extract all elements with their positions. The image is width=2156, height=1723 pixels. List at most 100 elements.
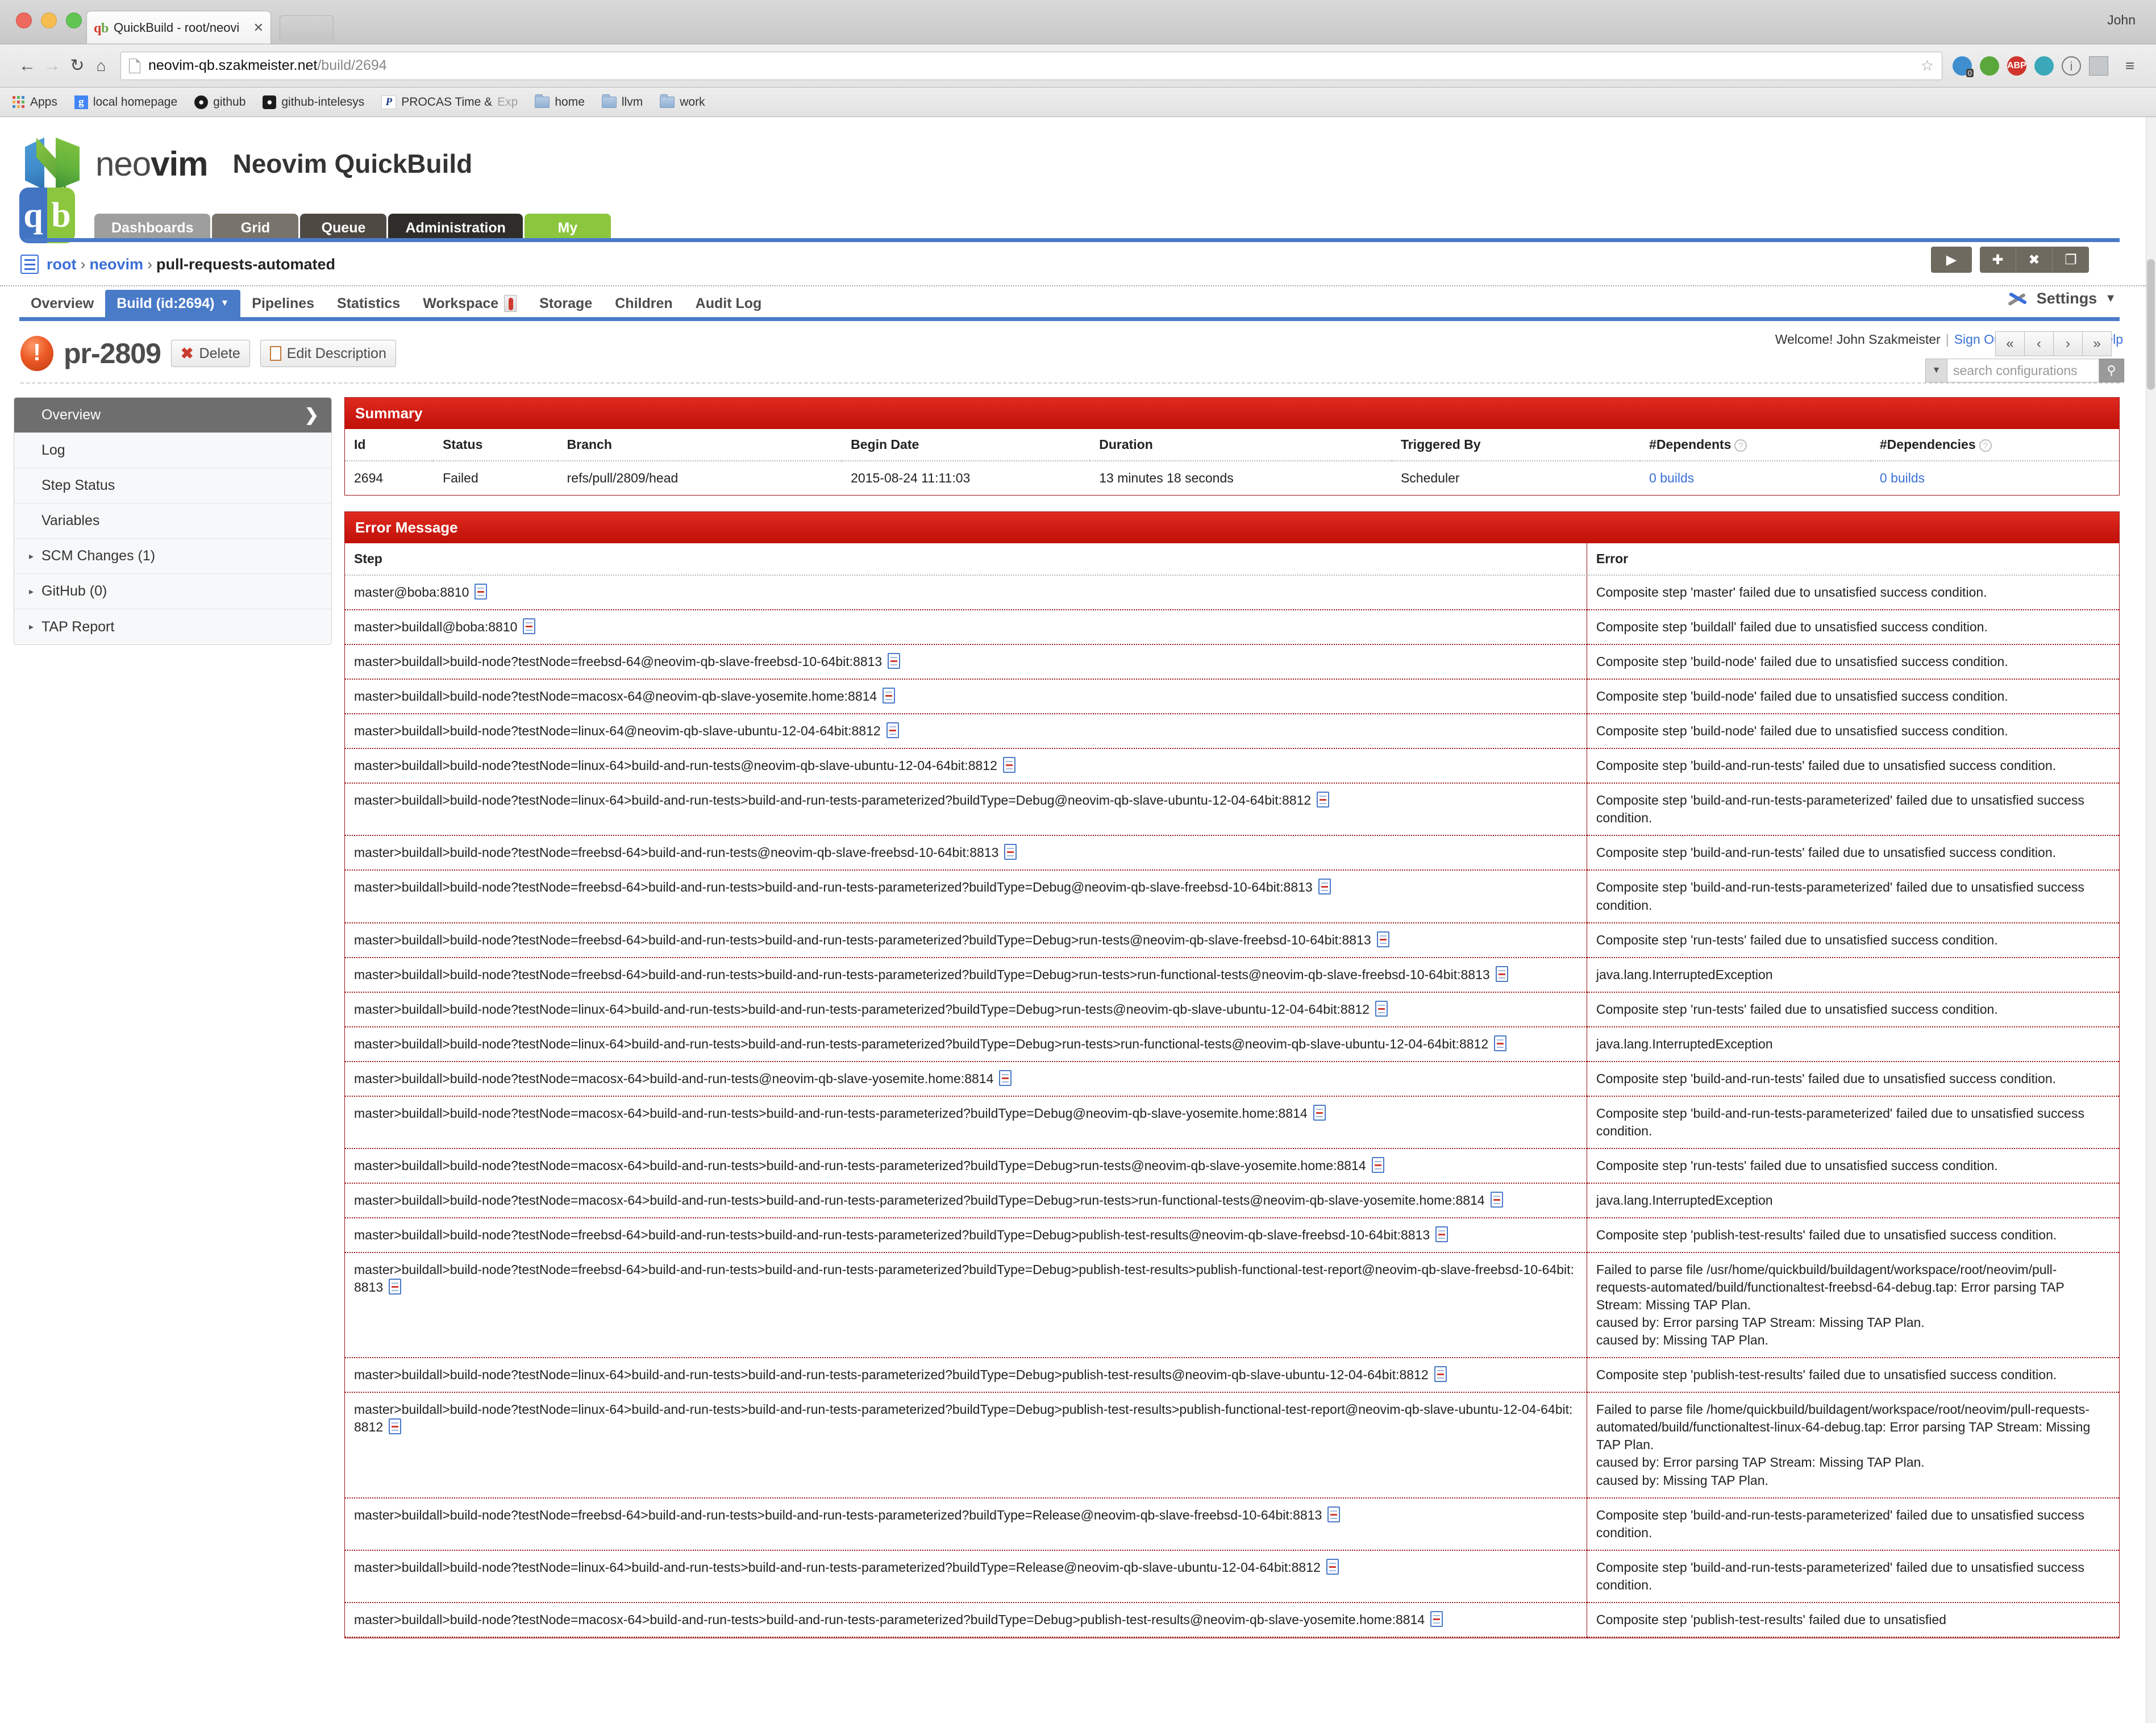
sidebar-item-github[interactable]: ▸ GitHub (0) [14,574,331,609]
step-log-icon[interactable] [1313,1104,1326,1121]
dependents-link[interactable]: 0 builds [1649,471,1695,485]
step-log-icon[interactable] [886,722,899,739]
step-log-icon[interactable] [1327,1506,1341,1522]
subtab-storage[interactable]: Storage [539,295,593,311]
bookmark-home[interactable]: home [535,94,585,109]
dependencies-link[interactable]: 0 builds [1879,471,1925,485]
step-log-icon[interactable] [1494,1035,1507,1051]
step-log-icon[interactable] [1495,965,1508,982]
info-icon[interactable]: i [2062,56,2081,76]
step-log-icon[interactable] [1371,1156,1384,1173]
extension-blue-icon[interactable]: 0 [1953,56,1974,77]
step-log-icon[interactable] [999,1069,1012,1086]
edit-description-button[interactable]: Edit Description [260,340,396,367]
tab-dashboards[interactable]: Dashboards [94,214,211,242]
step-log-icon[interactable] [1490,1191,1503,1208]
subtab-statistics[interactable]: Statistics [337,295,401,311]
sidebar-item-tap-report[interactable]: ▸ TAP Report [14,609,331,644]
help-icon[interactable]: ? [1979,439,1992,452]
bookmark-local-homepage[interactable]: g local homepage [74,95,177,109]
window-user-label[interactable]: John [2107,13,2136,27]
extension-green-icon[interactable] [1980,56,1999,76]
first-build-button[interactable]: « [1995,331,2025,356]
add-button[interactable]: ✚ [1980,247,2016,273]
subtab-children[interactable]: Children [615,295,673,311]
help-icon[interactable]: ? [1734,439,1747,452]
step-log-icon[interactable] [1002,757,1015,773]
settings-label: Settings [2036,289,2097,307]
extension-teal-icon[interactable] [2034,56,2054,76]
bookmark-github-intelesys[interactable]: ● github-intelesys [263,95,364,109]
subtab-build[interactable]: Build (id:2694) ▼ [105,290,241,317]
sidebar-item-log[interactable]: Log [14,433,331,468]
sidebar-item-step-status[interactable]: Step Status [14,468,331,503]
subtab-audit-log[interactable]: Audit Log [695,295,762,311]
settings-menu[interactable]: Settings ▼ [2006,289,2116,308]
step-log-icon[interactable] [1435,1226,1449,1242]
step-log-icon[interactable] [1317,792,1330,808]
step-log-icon[interactable] [1326,1558,1339,1575]
tab-administration[interactable]: Administration [388,214,523,242]
last-build-button[interactable]: » [2082,331,2112,356]
step-log-icon[interactable] [1430,1610,1443,1627]
step-log-icon[interactable] [1318,879,1331,895]
previous-build-button[interactable]: ‹ [2024,331,2054,356]
scrollbar-thumb[interactable] [2147,259,2155,390]
step-log-icon[interactable] [389,1418,402,1435]
breadcrumb-neovim[interactable]: neovim [89,255,144,273]
bookmark-llvm[interactable]: llvm [601,94,643,109]
chevron-down-icon[interactable]: ▼ [1925,359,1947,382]
subtab-overview[interactable]: Overview [31,295,94,311]
tab-queue[interactable]: Queue [300,214,387,242]
sidebar-item-overview[interactable]: Overview ❯ [14,398,331,433]
sidebar-item-scm-changes[interactable]: ▸ SCM Changes (1) [14,539,331,574]
step-log-icon[interactable] [1004,844,1017,860]
bookmark-star-icon[interactable]: ☆ [1920,57,1934,74]
close-window-button[interactable] [16,13,32,28]
step-path: master>buildall>build-node?testNode=free… [354,1507,1322,1522]
tab-my[interactable]: My [524,214,611,242]
subtab-workspace[interactable]: Workspace [411,290,528,317]
next-build-button[interactable]: › [2053,331,2083,356]
step-log-icon[interactable] [883,688,896,704]
close-tab-icon[interactable]: ✕ [253,20,264,35]
sidebar-item-variables[interactable]: Variables [14,503,331,539]
bookmark-apps[interactable]: Apps [13,95,57,109]
extension-image-icon[interactable] [2089,56,2108,76]
chevron-down-icon[interactable]: ▼ [2105,292,2116,305]
search-icon[interactable]: ⚲ [2099,359,2124,382]
step-log-icon[interactable] [1376,931,1389,947]
step-log-icon[interactable] [1434,1366,1447,1383]
breadcrumb-root[interactable]: root [47,255,77,273]
new-tab-button[interactable] [280,15,334,41]
back-icon[interactable]: ← [19,56,36,75]
search-input[interactable]: search configurations [1947,359,2099,382]
window-traffic-lights[interactable] [16,13,82,28]
address-bar[interactable]: neovim-qb.szakmeister.net/build/2694 ☆ [120,51,1942,80]
browser-tab[interactable]: qb QuickBuild - root/neovim/pull-request… [86,11,271,44]
bookmark-work[interactable]: work [660,94,705,109]
step-log-icon[interactable] [888,653,901,669]
step-log-icon[interactable] [389,1279,402,1295]
run-build-button[interactable]: ▶ [1931,247,1972,273]
browser-menu-icon[interactable]: ≡ [2125,56,2135,74]
reload-icon[interactable]: ↻ [70,56,85,75]
chevron-down-icon[interactable]: ▼ [220,298,230,308]
bookmark-procas[interactable]: P PROCAS Time & Exp [381,95,518,109]
delete-configuration-button[interactable]: ✖ [2016,247,2053,273]
step-log-icon[interactable] [1375,1000,1388,1017]
maximize-window-button[interactable] [66,13,82,28]
forward-icon[interactable]: → [44,56,61,75]
adblock-icon[interactable]: ABP [2007,56,2026,76]
bookmark-github[interactable]: ● github [194,95,245,109]
minimize-window-button[interactable] [41,13,57,28]
search-configurations[interactable]: ▼ search configurations ⚲ [1925,359,2124,382]
tab-grid[interactable]: Grid [212,214,299,242]
page-scrollbar[interactable] [2146,117,2156,1723]
step-log-icon[interactable] [475,584,488,600]
subtab-pipelines[interactable]: Pipelines [252,295,315,311]
step-log-icon[interactable] [523,618,536,635]
copy-button[interactable]: ❐ [2053,247,2089,273]
delete-build-button[interactable]: ✖ Delete [170,340,250,367]
home-icon[interactable]: ⌂ [96,56,106,74]
